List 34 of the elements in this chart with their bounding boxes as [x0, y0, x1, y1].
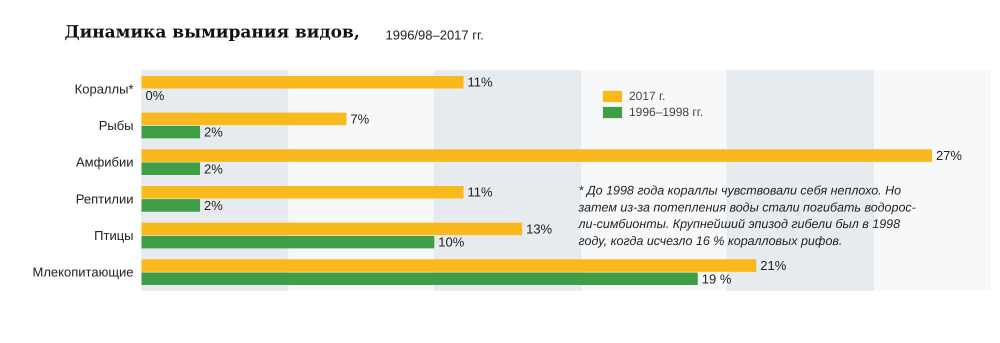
- y-tick-label: Птицы: [94, 228, 134, 243]
- bar: [142, 162, 200, 176]
- y-tick-label: Амфибии: [76, 154, 134, 170]
- bar: [142, 76, 464, 89]
- bar: [142, 236, 434, 248]
- chart-subtitle: 1996/98–2017 гг.: [386, 28, 484, 42]
- data-label: 13%: [526, 221, 553, 236]
- bar: [142, 272, 698, 286]
- data-label: 2%: [204, 124, 224, 140]
- y-tick-label: Млекопитающие: [32, 264, 134, 280]
- data-label: 0%: [146, 88, 165, 103]
- y-tick-label: Рептилии: [76, 191, 134, 206]
- bar: [142, 259, 756, 272]
- bar: [142, 222, 522, 236]
- data-label: 2%: [204, 198, 224, 213]
- y-tick-label: Рыбы: [98, 118, 134, 133]
- y-tick-label: Кораллы*: [74, 81, 134, 96]
- data-label: 10%: [438, 234, 465, 250]
- chart-title: Динамика вымирания видов,: [64, 22, 360, 42]
- data-label: 27%: [936, 148, 962, 164]
- legend-label: 2017 г.: [629, 89, 666, 103]
- data-label: 11%: [468, 74, 494, 90]
- bar: [142, 199, 200, 212]
- bar: [142, 112, 346, 126]
- bar: [142, 149, 932, 162]
- bar: [142, 126, 200, 138]
- data-label: 2%: [204, 161, 224, 176]
- annotation: * До 1998 года кораллы чувствовали себя неплохо. Но затем из-за потепления воды стали погибать водорос- ли-симбионты. Крупнейший эпизод гибели был в 1998 году, когда исчезло 16 % коралловых рифов.: [578, 184, 916, 248]
- data-label: 11%: [468, 184, 494, 200]
- bar: [142, 186, 464, 199]
- data-label: 21%: [760, 258, 787, 274]
- legend-label: 1996–1998 гг.: [629, 105, 704, 119]
- data-label: 19 %: [702, 271, 732, 286]
- data-label: 7%: [350, 111, 370, 126]
